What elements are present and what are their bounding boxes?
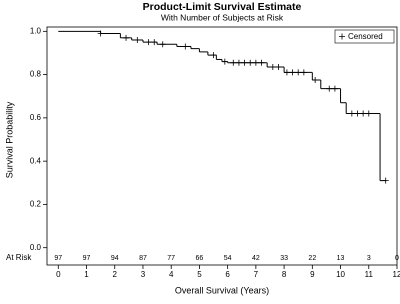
at-risk-value: 97 xyxy=(54,255,62,262)
censor-mark xyxy=(269,64,276,71)
censor-mark xyxy=(182,43,189,50)
censor-mark xyxy=(289,69,296,76)
censor-mark xyxy=(312,77,319,84)
censor-mark xyxy=(210,52,217,59)
at-risk-value: 94 xyxy=(111,255,119,262)
y-tick-label: 0.6 xyxy=(30,113,42,122)
legend-box xyxy=(334,29,395,44)
censor-mark xyxy=(247,59,254,66)
chart-subtitle: With Number of Subjects at Risk xyxy=(161,12,284,22)
y-tick-label: 0.0 xyxy=(30,243,42,252)
y-tick-label: 0.2 xyxy=(30,200,42,209)
x-tick-label: 9 xyxy=(310,270,315,279)
x-tick-label: 4 xyxy=(169,270,174,279)
censor-mark xyxy=(235,59,242,66)
x-tick-label: 2 xyxy=(113,270,118,279)
censor-mark xyxy=(241,59,248,66)
x-tick-label: 3 xyxy=(141,270,146,279)
censor-mark xyxy=(123,34,130,41)
chart-title: Product-Limit Survival Estimate xyxy=(143,1,302,13)
censor-mark xyxy=(365,110,372,117)
at-risk-value: 13 xyxy=(337,255,345,262)
censor-mark xyxy=(134,36,141,43)
x-tick-label: 0 xyxy=(56,270,61,279)
x-tick-label: 11 xyxy=(365,270,374,279)
censor-mark xyxy=(331,85,338,92)
x-tick-label: 6 xyxy=(225,270,230,279)
censor-mark xyxy=(230,59,237,66)
x-tick-label: 1 xyxy=(84,270,89,279)
at-risk-label: At Risk xyxy=(6,253,32,262)
plot-frame xyxy=(46,26,398,266)
censor-mark xyxy=(348,110,355,117)
at-risk-value: 22 xyxy=(308,255,316,262)
censor-mark xyxy=(275,64,282,71)
censor-mark xyxy=(354,110,361,117)
censor-mark xyxy=(97,30,104,37)
x-tick-label: 12 xyxy=(393,270,400,279)
at-risk-value: 66 xyxy=(196,255,204,262)
y-tick-label: 1.0 xyxy=(30,26,42,35)
x-tick-label: 10 xyxy=(336,270,345,279)
censor-mark xyxy=(159,41,166,48)
at-risk-value: 97 xyxy=(83,255,91,262)
censor-mark xyxy=(295,69,302,76)
censor-mark xyxy=(326,85,333,92)
censor-mark xyxy=(252,59,259,66)
at-risk-value: 87 xyxy=(139,255,147,262)
legend-label: Censored xyxy=(348,32,383,41)
y-tick-label: 0.8 xyxy=(30,70,42,79)
at-risk-value: 42 xyxy=(252,255,260,262)
at-risk-value: 3 xyxy=(367,255,371,262)
censor-mark xyxy=(258,59,265,66)
at-risk-value: 77 xyxy=(167,255,175,262)
censor-mark xyxy=(145,39,152,46)
censor-mark xyxy=(360,110,367,117)
censor-mark xyxy=(221,58,228,65)
censor-mark xyxy=(283,69,290,76)
x-tick-label: 5 xyxy=(197,270,202,279)
at-risk-value: 33 xyxy=(280,255,288,262)
censor-mark xyxy=(300,69,307,76)
x-tick-label: 7 xyxy=(254,270,259,279)
y-axis-label: Survival Probability xyxy=(4,101,14,178)
x-axis-label: Overall Survival (Years) xyxy=(175,285,269,295)
y-tick-label: 0.4 xyxy=(30,156,42,165)
censor-mark xyxy=(382,177,389,184)
at-risk-value: 0 xyxy=(395,255,399,262)
at-risk-value: 54 xyxy=(224,255,232,262)
x-tick-label: 8 xyxy=(282,270,287,279)
censor-mark xyxy=(151,39,158,46)
legend-symbol xyxy=(339,33,345,40)
